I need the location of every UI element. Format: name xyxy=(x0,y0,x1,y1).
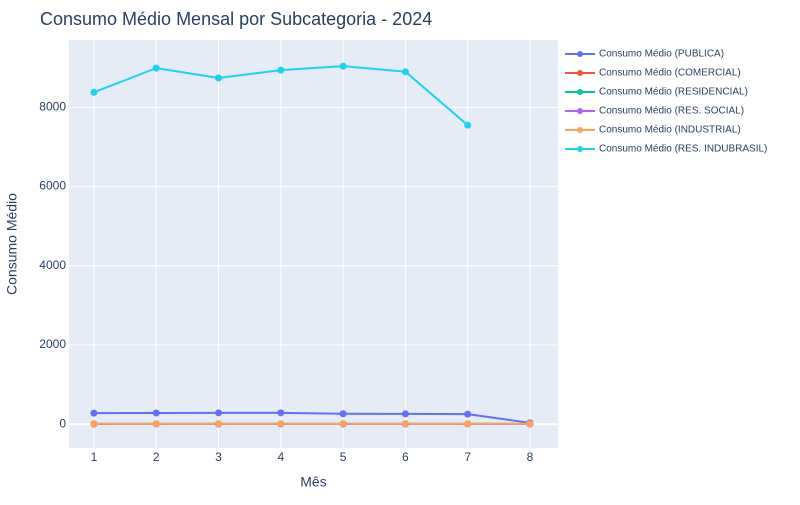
x-tick-label: 2 xyxy=(153,450,160,464)
axis-ticks: 1 2 3 4 5 6 7 8 0 2000 4000 6000 8000 xyxy=(39,100,533,465)
data-point[interactable] xyxy=(90,409,98,417)
data-point[interactable] xyxy=(339,62,347,70)
data-point[interactable] xyxy=(401,68,409,76)
data-point[interactable] xyxy=(152,420,160,428)
legend-item[interactable]: Consumo Médio (PUBLICA) xyxy=(565,49,724,60)
legend-item[interactable]: Consumo Médio (COMERCIAL) xyxy=(565,68,741,79)
data-point[interactable] xyxy=(464,410,472,418)
data-point[interactable] xyxy=(401,410,409,418)
x-tick-label: 7 xyxy=(464,450,471,464)
x-axis-label: Mês xyxy=(300,474,326,490)
legend-marker xyxy=(577,146,583,152)
data-point[interactable] xyxy=(215,74,223,82)
data-point[interactable] xyxy=(152,64,160,72)
data-point[interactable] xyxy=(277,409,285,417)
legend-label: Consumo Médio (RES. SOCIAL) xyxy=(599,106,744,117)
legend-label: Consumo Médio (COMERCIAL) xyxy=(599,68,741,79)
data-point[interactable] xyxy=(277,66,285,74)
data-point[interactable] xyxy=(401,420,409,428)
data-point[interactable] xyxy=(215,409,223,417)
data-point[interactable] xyxy=(215,420,223,428)
data-point[interactable] xyxy=(464,420,472,428)
y-tick-label: 6000 xyxy=(39,179,66,193)
y-tick-label: 2000 xyxy=(39,337,66,351)
x-tick-label: 8 xyxy=(527,450,534,464)
plot-area xyxy=(69,40,558,448)
legend-label: Consumo Médio (RESIDENCIAL) xyxy=(599,87,748,98)
data-point[interactable] xyxy=(339,420,347,428)
chart-title: Consumo Médio Mensal por Subcategoria - … xyxy=(40,9,432,29)
legend-marker xyxy=(577,70,583,76)
data-point[interactable] xyxy=(90,88,98,96)
data-point[interactable] xyxy=(464,121,472,129)
legend-item[interactable]: Consumo Médio (RES. SOCIAL) xyxy=(565,106,744,117)
x-tick-label: 4 xyxy=(277,450,284,464)
x-tick-label: 6 xyxy=(402,450,409,464)
legend-marker xyxy=(577,127,583,133)
x-tick-label: 1 xyxy=(91,450,98,464)
legend-label: Consumo Médio (RES. INDUBRASIL) xyxy=(599,144,767,155)
series-line[interactable] xyxy=(93,411,531,424)
legend-marker xyxy=(577,108,583,114)
y-tick-label: 8000 xyxy=(39,100,66,114)
legend-marker xyxy=(577,89,583,95)
series[interactable] xyxy=(90,62,472,129)
data-point[interactable] xyxy=(277,420,285,428)
series[interactable] xyxy=(90,409,534,427)
data-point[interactable] xyxy=(152,409,160,417)
series-layer xyxy=(90,62,534,428)
legend[interactable]: Consumo Médio (PUBLICA) Consumo Médio (CO… xyxy=(565,49,767,155)
x-tick-label: 5 xyxy=(340,450,347,464)
y-axis-label: Consumo Médio xyxy=(4,193,20,295)
legend-marker xyxy=(577,51,583,57)
data-point[interactable] xyxy=(339,410,347,418)
y-tick-label: 4000 xyxy=(39,258,66,272)
data-point[interactable] xyxy=(90,420,98,428)
y-tick-label: 0 xyxy=(59,416,66,430)
data-point[interactable] xyxy=(526,420,534,428)
legend-label: Consumo Médio (INDUSTRIAL) xyxy=(599,125,741,136)
legend-label: Consumo Médio (PUBLICA) xyxy=(599,49,724,60)
legend-item[interactable]: Consumo Médio (RESIDENCIAL) xyxy=(565,87,748,98)
x-tick-label: 3 xyxy=(215,450,222,464)
legend-item[interactable]: Consumo Médio (RES. INDUBRASIL) xyxy=(565,144,767,155)
legend-item[interactable]: Consumo Médio (INDUSTRIAL) xyxy=(565,125,741,136)
series[interactable] xyxy=(90,420,534,428)
